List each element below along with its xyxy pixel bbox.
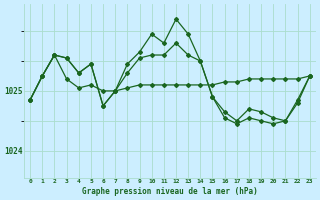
X-axis label: Graphe pression niveau de la mer (hPa): Graphe pression niveau de la mer (hPa) [82, 187, 258, 196]
